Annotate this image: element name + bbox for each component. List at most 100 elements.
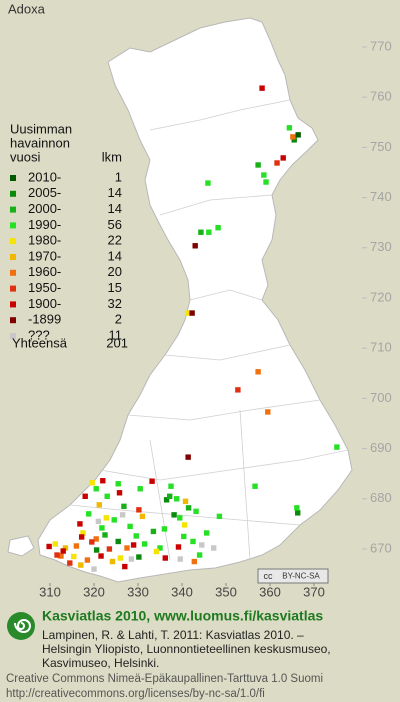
- y-tick-label: 670: [370, 540, 392, 555]
- observation-square: [62, 545, 69, 551]
- observation-square: [205, 180, 211, 186]
- legend-count: 22: [108, 233, 122, 248]
- observation-square: [149, 478, 155, 484]
- legend-label: ???: [28, 327, 50, 342]
- observation-square: [216, 513, 223, 520]
- observation-square: [119, 512, 126, 518]
- observation-square: [136, 554, 142, 560]
- observation-square: [93, 547, 100, 553]
- observation-square: [106, 546, 113, 552]
- observation-square: [261, 172, 267, 178]
- observation-square: [166, 493, 173, 499]
- observation-square: [54, 552, 60, 558]
- observation-square: [104, 493, 110, 499]
- y-tick-label: 690: [370, 440, 392, 455]
- observation-square: [252, 483, 258, 489]
- observation-square: [124, 545, 130, 551]
- observation-square: [153, 548, 160, 555]
- legend-swatch: [10, 175, 16, 181]
- x-tick-label: 340: [171, 584, 193, 599]
- legend-count: 15: [108, 280, 122, 295]
- observation-square: [177, 556, 183, 562]
- legend-count: 14: [108, 248, 122, 263]
- legend-swatch: [10, 301, 16, 308]
- observation-square: [162, 555, 168, 561]
- legend-label: 1980-: [28, 233, 61, 248]
- y-tick-label: 720: [370, 289, 392, 304]
- legend-count: 14: [108, 185, 122, 200]
- legend-heading: vuosi: [10, 149, 40, 164]
- legend-count: 11: [109, 327, 123, 342]
- legend-total: 201: [106, 335, 128, 350]
- observation-square: [137, 486, 143, 492]
- observation-square: [128, 556, 135, 562]
- observation-square: [111, 517, 117, 523]
- legend-label: 1900-: [28, 296, 61, 311]
- observation-square: [60, 548, 66, 554]
- observation-square: [52, 541, 58, 547]
- observation-square: [122, 563, 128, 570]
- legend-label: 1990-: [28, 217, 61, 232]
- observation-square: [141, 541, 148, 547]
- legend-label: 1970-: [28, 248, 61, 263]
- legend-count: 56: [108, 217, 122, 232]
- observation-square: [295, 510, 301, 516]
- y-tick-label: 710: [370, 340, 392, 355]
- observation-square: [203, 530, 210, 536]
- cc-text: BY-NC-SA: [282, 572, 320, 581]
- citation-line: Lampinen, R. & Lahti, T. 2011: Kasviatla…: [42, 628, 304, 642]
- observation-square: [117, 555, 124, 561]
- observation-square: [91, 566, 97, 572]
- observation-square: [136, 507, 142, 513]
- observation-square: [84, 557, 91, 563]
- observation-square: [127, 523, 133, 530]
- legend-swatch: [10, 238, 16, 245]
- legend-label: 2010-: [28, 169, 61, 184]
- legend-label: 2005-: [28, 185, 61, 200]
- observation-square: [93, 536, 99, 542]
- x-tick-label: 350: [215, 584, 237, 599]
- legend-swatch: [10, 190, 16, 197]
- observation-square: [82, 493, 88, 499]
- legend-count: 1: [115, 169, 122, 184]
- observation-square: [215, 225, 221, 231]
- observation-square: [95, 518, 102, 525]
- observation-square: [181, 522, 188, 528]
- observation-square: [196, 552, 203, 558]
- observation-square: [115, 538, 121, 545]
- observation-square: [189, 310, 195, 316]
- observation-square: [86, 511, 92, 517]
- observation-square: [259, 85, 265, 91]
- legend-count: 20: [108, 264, 122, 279]
- y-tick-label: 750: [370, 139, 392, 154]
- legend-heading: havainnon: [10, 135, 70, 150]
- observation-square: [255, 369, 261, 375]
- observation-square: [235, 387, 241, 393]
- observation-square: [263, 179, 269, 185]
- observation-square: [102, 532, 108, 538]
- citation-line: Helsingin Yliopisto, Luonnontieteellinen…: [42, 642, 331, 656]
- observation-square: [73, 543, 80, 549]
- observation-square: [206, 229, 212, 235]
- observation-square: [93, 486, 99, 492]
- observation-square: [185, 505, 192, 511]
- observation-square: [198, 229, 204, 235]
- observation-square: [168, 483, 174, 489]
- aland: [7, 535, 35, 557]
- observation-square: [71, 553, 77, 560]
- observation-square: [161, 526, 168, 532]
- observation-square: [182, 498, 189, 505]
- legend-label: 1950-: [28, 280, 61, 295]
- x-tick-label: 360: [259, 584, 281, 599]
- observation-square: [199, 542, 205, 548]
- observation-square: [291, 137, 297, 143]
- legend-label: 2000-: [28, 201, 61, 216]
- logo: [7, 612, 35, 640]
- legend-swatch: [10, 317, 16, 324]
- legend-count: 2: [115, 312, 122, 327]
- legend-swatch: [10, 269, 16, 276]
- legend-swatch: [10, 333, 16, 339]
- observation-square: [80, 530, 86, 536]
- legend-swatch: [10, 254, 16, 260]
